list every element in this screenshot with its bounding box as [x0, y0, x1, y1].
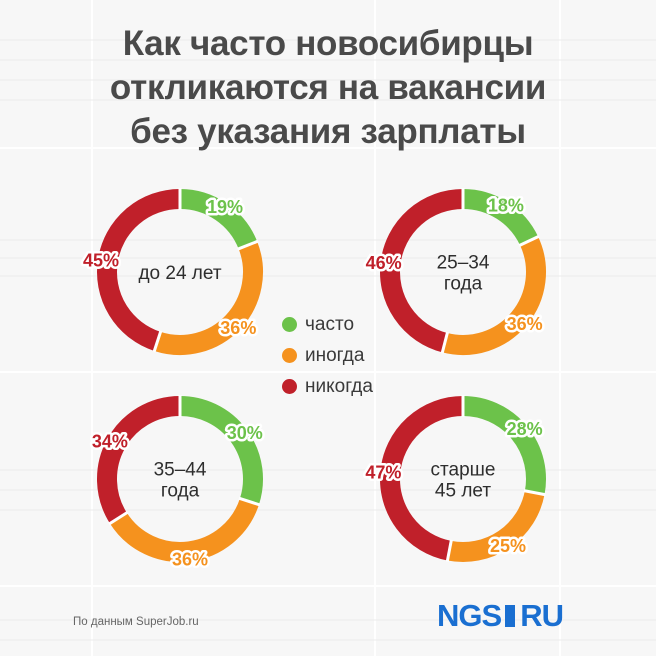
- legend-item-never: никогда: [282, 371, 373, 402]
- data-label-never: 34%: [92, 431, 128, 451]
- data-label-sometimes: 25%: [490, 536, 526, 556]
- title-line-1: Как часто новосибирцы: [122, 24, 534, 63]
- slice-separator: [108, 510, 129, 526]
- data-label-never: 47%: [365, 462, 401, 482]
- data-label-often: 28%: [507, 419, 543, 439]
- legend-item-sometimes: иногда: [282, 340, 373, 371]
- data-label-never: 46%: [366, 253, 402, 273]
- logo-separator: [505, 605, 516, 627]
- title-line-3: без указания зарплаты: [130, 112, 526, 151]
- donut-slice-never: [380, 396, 464, 561]
- donut-slice-often: [179, 189, 258, 250]
- data-label-sometimes: 36%: [220, 318, 256, 338]
- legend-dot-never: [282, 379, 297, 394]
- donut-center-label: 25–34: [437, 253, 490, 274]
- donut-slice-never: [97, 396, 181, 524]
- donut-center-label: 45 лет: [435, 481, 491, 502]
- data-label-often: 19%: [207, 197, 243, 217]
- slice-separator: [152, 330, 163, 353]
- logo-ngs-text: NGS: [437, 598, 502, 633]
- legend-dot-sometimes: [282, 348, 297, 363]
- legend-label-often: часто: [305, 313, 355, 335]
- data-label-often: 18%: [488, 195, 524, 215]
- ngs-logo: NGS RU: [437, 598, 564, 634]
- slice-separator: [237, 239, 259, 251]
- slice-separator: [440, 331, 450, 354]
- donut-center-label: до 24 лет: [138, 263, 221, 284]
- donut-slice-often: [179, 396, 263, 505]
- donut-slice-never: [380, 189, 464, 353]
- donut-slice-often: [462, 189, 539, 246]
- data-label-often: 30%: [227, 423, 263, 443]
- donut-slice-sometimes: [442, 236, 546, 355]
- chart-title: Как часто новосибирцы откликаются на вак…: [0, 22, 656, 154]
- data-label-never: 45%: [83, 250, 119, 270]
- source-note: По данным SuperJob.ru: [73, 616, 199, 628]
- donut-slice-sometimes: [109, 498, 259, 562]
- donut-chart-1: 19% 36% 45% до 24 лет: [80, 188, 263, 355]
- logo-ru-text: RU: [520, 598, 564, 633]
- donut-slice-often: [462, 396, 546, 495]
- donut-center-label: старше: [431, 460, 496, 481]
- donut-slice-never: [97, 189, 181, 351]
- donut-slice-sometimes: [154, 241, 263, 355]
- slice-separator: [518, 234, 540, 247]
- donut-center-label: 35–44: [154, 460, 207, 481]
- legend-dot-often: [282, 317, 297, 332]
- legend: часто иногда никогда: [282, 309, 373, 402]
- title-line-2: откликаются на вакансии: [109, 68, 547, 107]
- slice-separator: [445, 539, 453, 562]
- data-label-sometimes: 36%: [172, 549, 208, 569]
- legend-label-sometimes: иногда: [305, 344, 365, 366]
- donut-center-label: года: [161, 481, 200, 502]
- data-label-sometimes: 36%: [507, 314, 543, 334]
- donut-center-label: года: [444, 274, 483, 295]
- slice-separator: [523, 489, 546, 497]
- donut-slice-sometimes: [447, 490, 545, 562]
- legend-item-often: часто: [282, 309, 373, 340]
- legend-label-never: никогда: [305, 375, 373, 397]
- slice-separator: [238, 496, 261, 507]
